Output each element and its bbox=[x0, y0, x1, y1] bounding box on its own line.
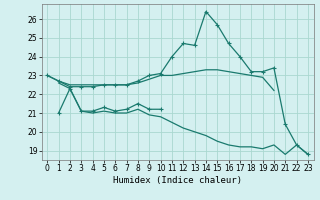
X-axis label: Humidex (Indice chaleur): Humidex (Indice chaleur) bbox=[113, 176, 242, 185]
